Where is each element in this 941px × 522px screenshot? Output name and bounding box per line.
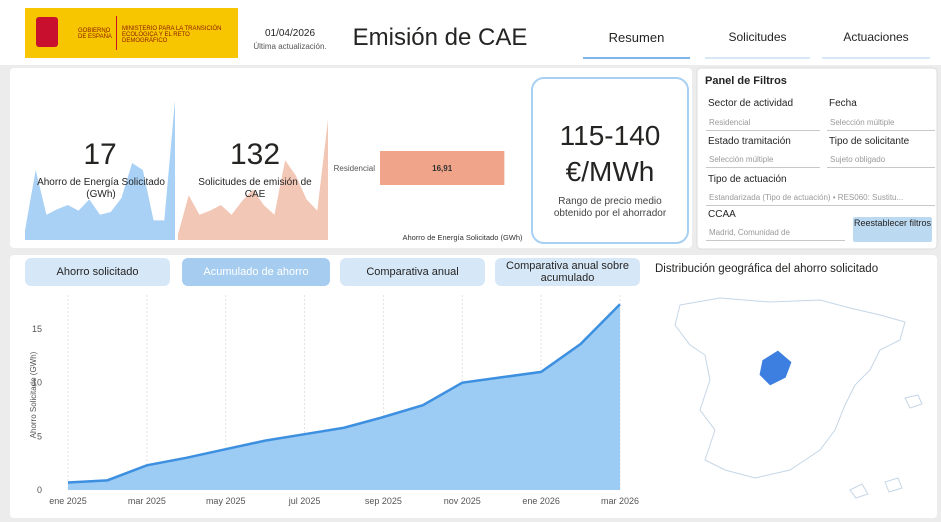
bar-category: Residencial	[334, 164, 376, 173]
filter-dropdown[interactable]: Sujeto obligado	[827, 152, 935, 168]
price-card	[531, 77, 689, 244]
kpi-value: 17	[83, 138, 117, 171]
sparkline-area	[178, 119, 328, 240]
y-tick-label: 10	[32, 378, 42, 388]
line	[67, 303, 621, 484]
logo-divider	[116, 16, 117, 50]
y-tick-label: 5	[37, 431, 42, 441]
y-tick-label: 15	[32, 324, 42, 334]
reset-button[interactable]: Reestablecer filtros	[853, 218, 932, 228]
nav-tab[interactable]: Actuaciones	[843, 30, 909, 44]
page-title: Emisión de CAE	[352, 24, 528, 51]
filter-label: Tipo de actuación	[708, 174, 787, 185]
map-spain	[674, 297, 906, 479]
logo-box	[25, 8, 238, 58]
reset-button-bg	[853, 217, 932, 242]
filter-label: Estado tramitación	[708, 136, 791, 147]
filter-dropdown[interactable]: Selección múltiple	[827, 115, 935, 131]
area	[68, 304, 620, 490]
chart-tab[interactable]: Comparativa anual	[340, 258, 485, 286]
bar	[380, 151, 505, 185]
price-caption: Rango de precio medio obtenido por el ah…	[553, 196, 667, 219]
nav-tab[interactable]: Resumen	[608, 30, 665, 45]
chart-tab[interactable]: Acumulado de ahorro	[182, 258, 330, 286]
kpi-value: 132	[229, 138, 281, 171]
gov-text: GOBIERNO DE ESPAÑA	[78, 28, 112, 40]
x-tick-label: nov 2025	[444, 496, 481, 506]
chart-tab[interactable]: Comparativa anual sobre acumulado	[495, 258, 640, 286]
update-caption: Última actualización.	[253, 42, 327, 51]
filter-label: CCAA	[708, 209, 736, 220]
ministry-text: MINISTERIO PARA LA TRANSICIÓN ECOLÓGICA …	[122, 26, 222, 44]
filter-dropdown[interactable]: Selección múltiple	[706, 152, 820, 168]
filter-label: Tipo de solicitante	[829, 136, 910, 147]
x-tick-label: mar 2026	[601, 496, 639, 506]
x-tick-label: ene 2025	[49, 496, 87, 506]
bar-value-label: 16,91	[432, 164, 453, 173]
filter-title: Panel de Filtros	[705, 75, 787, 87]
filter-dropdown[interactable]: Madrid, Comunidad de	[706, 225, 845, 241]
coat-of-arms	[36, 17, 58, 47]
map-madrid	[758, 349, 793, 387]
x-tick-label: sep 2025	[365, 496, 402, 506]
price-unit: €/MWh	[565, 156, 655, 187]
filter-dropdown[interactable]: Residencial	[706, 115, 820, 131]
filter-label: Fecha	[829, 98, 857, 109]
price-range: 115-140	[559, 120, 661, 151]
update-date: 01/04/2026	[264, 28, 316, 39]
y-tick-label: 0	[37, 485, 42, 495]
filter-dropdown[interactable]: Estandarizada (Tipo de actuación) • RES0…	[706, 190, 935, 206]
map-canaries	[884, 477, 903, 493]
sparkline-area	[25, 100, 175, 240]
map-canaries	[849, 483, 869, 499]
x-tick-label: ene 2026	[522, 496, 560, 506]
x-tick-label: mar 2025	[128, 496, 166, 506]
kpi-label: Solicitudes de emisión de CAE	[198, 177, 312, 200]
nav-tab[interactable]: Solicitudes	[728, 30, 787, 44]
y-axis-label: Ahorro Solicitado (GWh)	[29, 351, 38, 438]
map-title: Distribución geográfica del ahorro solic…	[655, 263, 879, 275]
kpi-label: Ahorro de Energía Solicitado (GWh)	[37, 177, 165, 200]
x-axis-label: Ahorro de Energía Solicitado (GWh)	[402, 233, 523, 242]
chart-tab[interactable]: Ahorro solicitado	[25, 258, 170, 286]
kpi-panel	[10, 68, 692, 248]
map-balearics	[904, 394, 923, 409]
x-tick-label: may 2025	[206, 496, 246, 506]
x-tick-label: jul 2025	[288, 496, 321, 506]
filter-label: Sector de actividad	[708, 98, 794, 109]
